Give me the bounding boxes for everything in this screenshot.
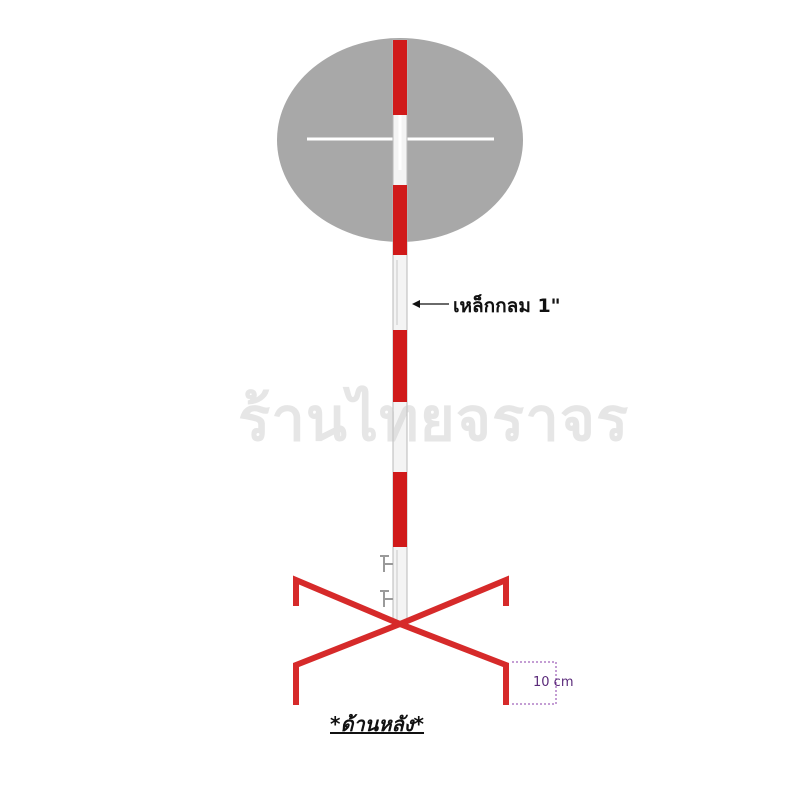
watermark: ร้านไทยจราจร	[238, 385, 630, 455]
pole-red-stripe	[393, 185, 407, 255]
height-label: 10 cm	[533, 675, 574, 690]
pole-red-stripe	[393, 472, 407, 547]
pole-red-stripe	[393, 40, 407, 115]
pipe-label: เหล็กกลม 1"	[453, 295, 561, 317]
bracket-hook-icon	[380, 555, 393, 607]
arrow-left-icon	[412, 300, 449, 308]
pole-red-stripe	[393, 330, 407, 402]
height-dimension	[512, 661, 557, 705]
cross-base	[293, 575, 509, 705]
base-front-legs	[293, 620, 509, 705]
striped-pole	[392, 39, 408, 626]
caption: *ด้านหลัง*	[330, 712, 425, 736]
